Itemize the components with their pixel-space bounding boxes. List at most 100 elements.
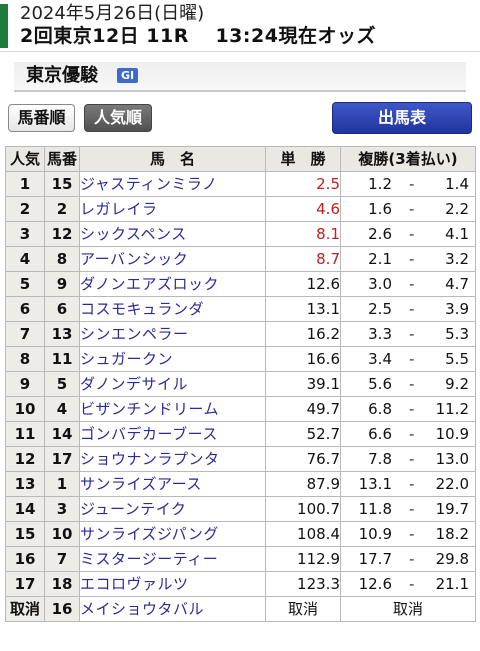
place-odds-low: 1.2 bbox=[368, 175, 392, 193]
place-odds-high: 21.1 bbox=[435, 575, 469, 593]
grade-badge: GⅠ bbox=[117, 68, 139, 83]
place-odds-low: 3.0 bbox=[368, 275, 392, 293]
win-odds: 76.7 bbox=[265, 446, 341, 472]
table-row: 4 8 アーバンシック 8.7 2.1- 3.2 bbox=[5, 246, 476, 272]
table-row: 14 3 ジューンテイク 100.7 11.8- 19.7 bbox=[5, 496, 476, 522]
place-odds-high: 10.9 bbox=[435, 425, 469, 443]
place-odds-high: 19.7 bbox=[435, 500, 469, 518]
place-odds-high: 5.3 bbox=[445, 325, 469, 343]
place-odds: 5.6- 9.2 bbox=[340, 371, 476, 397]
place-odds-high: 18.2 bbox=[435, 525, 469, 543]
horse-number: 10 bbox=[44, 521, 80, 547]
win-odds: 52.7 bbox=[265, 421, 341, 447]
horse-number: 4 bbox=[44, 396, 80, 422]
place-odds: 6.6- 10.9 bbox=[340, 421, 476, 447]
place-odds-dash: - bbox=[409, 525, 415, 543]
place-odds-dash: - bbox=[409, 300, 415, 318]
place-odds-dash: - bbox=[409, 450, 415, 468]
horse-name-link[interactable]: シックスペンス bbox=[79, 221, 266, 247]
place-odds-low: 10.9 bbox=[358, 525, 392, 543]
place-odds-high: 29.8 bbox=[435, 550, 469, 568]
table-row: 12 17 ショウナンラプンタ 76.7 7.8- 13.0 bbox=[5, 446, 476, 472]
header-number: 馬番 bbox=[44, 146, 80, 172]
header-accent-bar bbox=[0, 4, 8, 48]
horse-name-link[interactable]: ゴンバデカーブース bbox=[79, 421, 266, 447]
win-odds: 2.5 bbox=[265, 171, 341, 197]
horse-name-link[interactable]: ショウナンラプンタ bbox=[79, 446, 266, 472]
horse-number: 14 bbox=[44, 421, 80, 447]
table-row: 13 1 サンライズアース 87.9 13.1- 22.0 bbox=[5, 471, 476, 497]
horse-name-link[interactable]: ミスタージーティー bbox=[79, 546, 266, 572]
win-odds: 13.1 bbox=[265, 296, 341, 322]
table-row: 1 15 ジャスティンミラノ 2.5 1.2- 1.4 bbox=[5, 171, 476, 197]
horse-name-link[interactable]: レガレイラ bbox=[79, 196, 266, 222]
header-divider bbox=[0, 51, 480, 52]
horse-name-link[interactable]: アーバンシック bbox=[79, 246, 266, 272]
win-odds: 12.6 bbox=[265, 271, 341, 297]
popularity-rank: 10 bbox=[5, 396, 45, 422]
win-odds-scratched: 取消 bbox=[265, 596, 341, 622]
place-odds-dash: - bbox=[409, 250, 415, 268]
horse-name-link[interactable]: ビザンチンドリーム bbox=[79, 396, 266, 422]
popularity-rank: 8 bbox=[5, 346, 45, 372]
horse-name-link[interactable]: ダノンエアズロック bbox=[79, 271, 266, 297]
table-row: 7 13 シンエンペラー 16.2 3.3- 5.3 bbox=[5, 321, 476, 347]
table-row: 15 10 サンライズジパング 108.4 10.9- 18.2 bbox=[5, 521, 476, 547]
table-row: 9 5 ダノンデサイル 39.1 5.6- 9.2 bbox=[5, 371, 476, 397]
horse-name-link[interactable]: サンライズアース bbox=[79, 471, 266, 497]
table-row-scratched: 取消 16 メイショウタバル 取消 取消 bbox=[5, 596, 476, 622]
place-odds-high: 9.2 bbox=[445, 375, 469, 393]
place-odds-high: 5.5 bbox=[445, 350, 469, 368]
place-odds-dash: - bbox=[409, 275, 415, 293]
header-win-odds: 単 勝 bbox=[265, 146, 341, 172]
place-odds-low: 13.1 bbox=[358, 475, 392, 493]
popularity-rank: 13 bbox=[5, 471, 45, 497]
table-row: 3 12 シックスペンス 8.1 2.6- 4.1 bbox=[5, 221, 476, 247]
popularity-rank: 16 bbox=[5, 546, 45, 572]
horse-name-link[interactable]: エコロヴァルツ bbox=[79, 571, 266, 597]
horse-name-link[interactable]: ジャスティンミラノ bbox=[79, 171, 266, 197]
win-odds: 112.9 bbox=[265, 546, 341, 572]
popularity-rank: 3 bbox=[5, 221, 45, 247]
win-odds: 16.2 bbox=[265, 321, 341, 347]
win-odds: 123.3 bbox=[265, 571, 341, 597]
place-odds: 3.0- 4.7 bbox=[340, 271, 476, 297]
place-odds: 13.1- 22.0 bbox=[340, 471, 476, 497]
horse-name-link[interactable]: サンライズジパング bbox=[79, 521, 266, 547]
place-odds-low: 17.7 bbox=[358, 550, 392, 568]
entry-list-button[interactable]: 出馬表 bbox=[332, 102, 472, 134]
place-odds: 1.6- 2.2 bbox=[340, 196, 476, 222]
popularity-rank: 1 bbox=[5, 171, 45, 197]
horse-name-link[interactable]: メイショウタバル bbox=[79, 596, 266, 622]
horse-name-link[interactable]: シュガークン bbox=[79, 346, 266, 372]
place-odds-low: 2.1 bbox=[368, 250, 392, 268]
place-odds-low: 3.3 bbox=[368, 325, 392, 343]
race-date: 2024年5月26日(日曜) bbox=[20, 3, 205, 24]
place-odds-low: 3.4 bbox=[368, 350, 392, 368]
place-odds-high: 1.4 bbox=[445, 175, 469, 193]
popularity-rank: 17 bbox=[5, 571, 45, 597]
scratched-label: 取消 bbox=[5, 596, 45, 622]
horse-name-link[interactable]: ジューンテイク bbox=[79, 496, 266, 522]
horse-name-link[interactable]: シンエンペラー bbox=[79, 321, 266, 347]
place-odds: 12.6- 21.1 bbox=[340, 571, 476, 597]
place-odds-dash: - bbox=[409, 350, 415, 368]
place-odds: 3.3- 5.3 bbox=[340, 321, 476, 347]
win-odds: 100.7 bbox=[265, 496, 341, 522]
horse-name-link[interactable]: コスモキュランダ bbox=[79, 296, 266, 322]
horse-number: 13 bbox=[44, 321, 80, 347]
sort-by-number-button[interactable]: 馬番順 bbox=[8, 104, 75, 132]
place-odds-dash: - bbox=[409, 200, 415, 218]
table-row: 8 11 シュガークン 16.6 3.4- 5.5 bbox=[5, 346, 476, 372]
horse-name-link[interactable]: ダノンデサイル bbox=[79, 371, 266, 397]
win-odds: 4.6 bbox=[265, 196, 341, 222]
sort-by-popularity-button[interactable]: 人気順 bbox=[84, 104, 152, 132]
horse-number: 5 bbox=[44, 371, 80, 397]
place-odds-high: 13.0 bbox=[435, 450, 469, 468]
win-odds: 87.9 bbox=[265, 471, 341, 497]
table-row: 10 4 ビザンチンドリーム 49.7 6.8- 11.2 bbox=[5, 396, 476, 422]
horse-number: 18 bbox=[44, 571, 80, 597]
page-header: 2024年5月26日(日曜) 2回東京12日 11R 13:24現在オッズ bbox=[0, 0, 480, 52]
horse-number: 17 bbox=[44, 446, 80, 472]
horse-number: 1 bbox=[44, 471, 80, 497]
